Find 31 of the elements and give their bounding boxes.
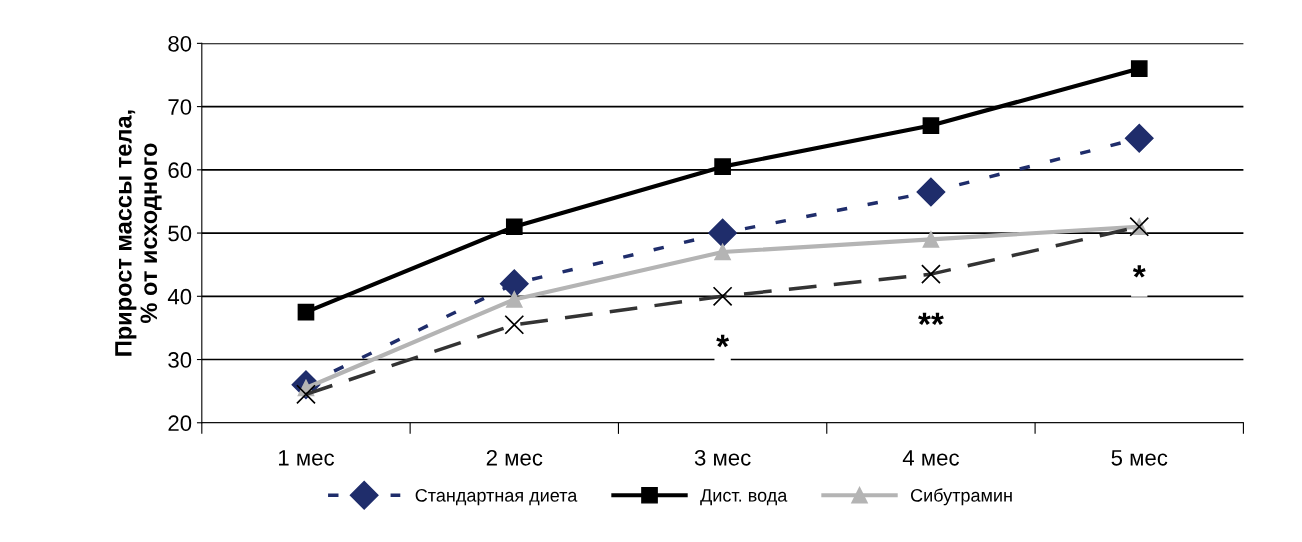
y-tick-label: 20: [168, 415, 192, 432]
annotation: *: [716, 334, 730, 348]
y-tick-label: 70: [168, 99, 192, 115]
point: [1124, 123, 1154, 153]
point: [499, 269, 529, 299]
point: [1130, 60, 1148, 77]
y-tick-label: 40: [167, 288, 192, 305]
x-tick-label: 2 мес: [486, 449, 543, 466]
y-tick-label: 50: [168, 225, 192, 242]
annotation: **: [918, 312, 944, 326]
annotation: *: [1132, 265, 1146, 278]
point: [916, 177, 946, 207]
point: [922, 117, 940, 134]
legend-label: Стандартная диета: [415, 488, 578, 506]
x-tick-label: 4 мес: [902, 450, 959, 466]
point: [297, 303, 315, 321]
point: [505, 218, 523, 236]
x-tick-label: 3 мес: [694, 449, 751, 466]
point: [922, 231, 940, 248]
point: [505, 291, 523, 308]
point: [714, 158, 731, 175]
legend-label: Сибутрамин: [911, 488, 1012, 506]
y-axis-title: Прирост массы тела, % от исходного: [115, 110, 162, 356]
legend-label: Дист. вода: [700, 489, 788, 506]
y-tick-label: 80: [168, 35, 192, 52]
y-tick-label: 30: [168, 352, 192, 368]
point: [708, 218, 738, 248]
x-tick-label: 1 мес: [279, 450, 335, 466]
y-tick-label: 60: [168, 162, 192, 179]
x-tick-label: 5 мес: [1111, 450, 1168, 466]
point: [714, 243, 731, 261]
